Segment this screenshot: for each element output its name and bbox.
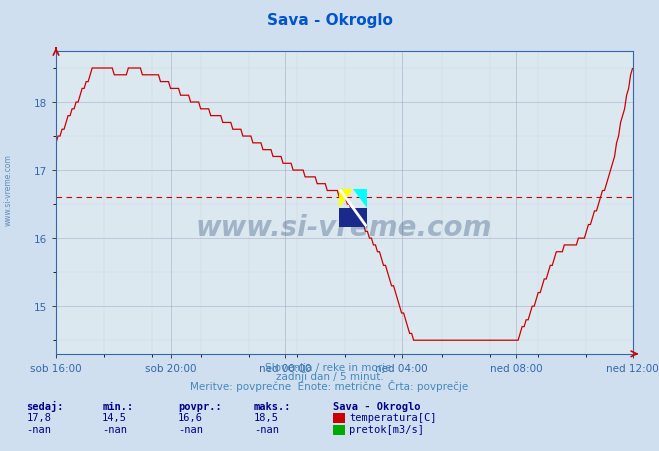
Text: zadnji dan / 5 minut.: zadnji dan / 5 minut. bbox=[275, 372, 384, 382]
Text: www.si-vreme.com: www.si-vreme.com bbox=[196, 213, 492, 241]
Text: 14,5: 14,5 bbox=[102, 412, 127, 422]
Text: Meritve: povprečne  Enote: metrične  Črta: povprečje: Meritve: povprečne Enote: metrične Črta:… bbox=[190, 380, 469, 391]
Text: Sava - Okroglo: Sava - Okroglo bbox=[266, 13, 393, 28]
Polygon shape bbox=[339, 208, 367, 228]
Text: -nan: -nan bbox=[26, 424, 51, 434]
Text: www.si-vreme.com: www.si-vreme.com bbox=[3, 153, 13, 226]
Text: povpr.:: povpr.: bbox=[178, 401, 221, 411]
Polygon shape bbox=[339, 189, 353, 208]
Text: -nan: -nan bbox=[102, 424, 127, 434]
Text: 18,5: 18,5 bbox=[254, 412, 279, 422]
Text: 16,6: 16,6 bbox=[178, 412, 203, 422]
Text: Sava - Okroglo: Sava - Okroglo bbox=[333, 401, 420, 411]
Text: sedaj:: sedaj: bbox=[26, 400, 64, 411]
Text: 17,8: 17,8 bbox=[26, 412, 51, 422]
Text: temperatura[C]: temperatura[C] bbox=[349, 412, 437, 422]
Text: min.:: min.: bbox=[102, 401, 133, 411]
Text: -nan: -nan bbox=[254, 424, 279, 434]
Text: Slovenija / reke in morje.: Slovenija / reke in morje. bbox=[264, 363, 395, 373]
Text: maks.:: maks.: bbox=[254, 401, 291, 411]
Polygon shape bbox=[353, 189, 367, 208]
Text: pretok[m3/s]: pretok[m3/s] bbox=[349, 424, 424, 434]
Text: -nan: -nan bbox=[178, 424, 203, 434]
